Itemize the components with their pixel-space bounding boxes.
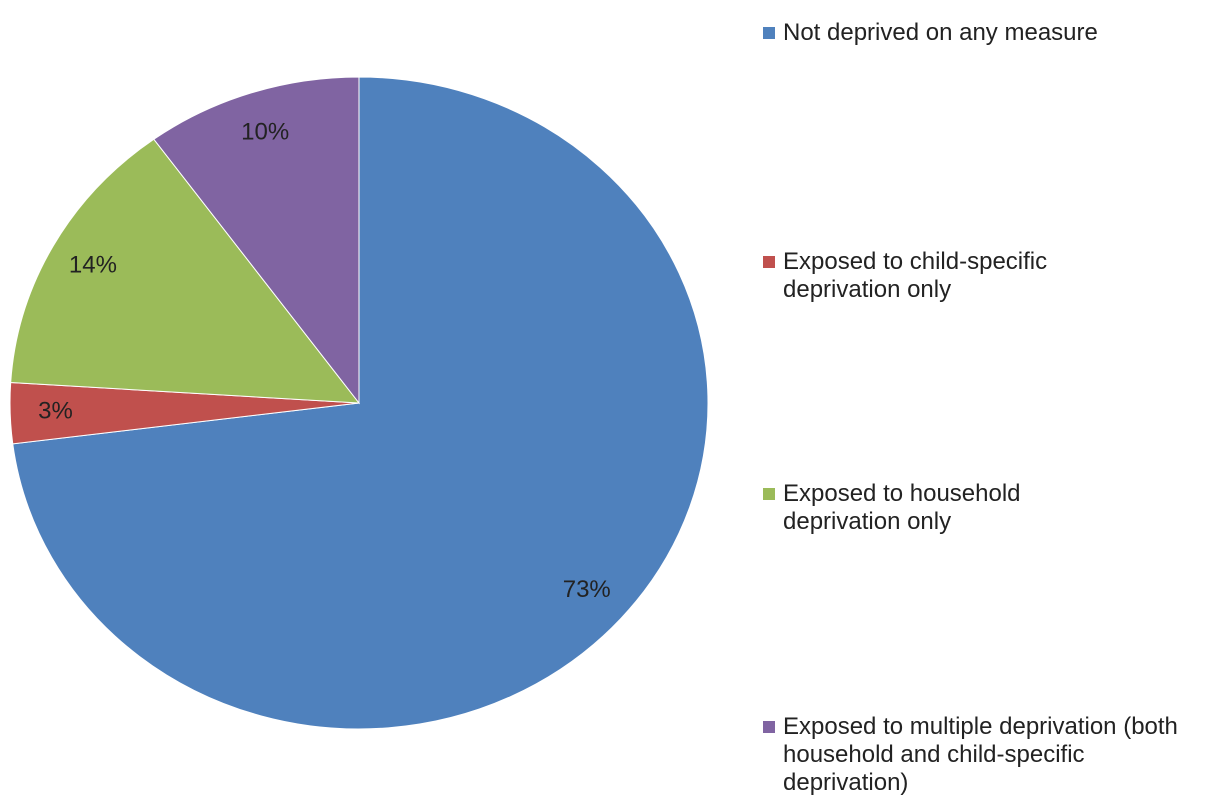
legend-label: Exposed to household deprivation only xyxy=(783,480,1021,535)
legend-swatch xyxy=(763,27,775,39)
legend-label: Exposed to multiple deprivation (both ho… xyxy=(783,713,1178,796)
pie-slice xyxy=(10,138,361,404)
data-label: 14% xyxy=(69,252,117,279)
legend-label: Exposed to child-specific deprivation on… xyxy=(783,248,1048,303)
legend-item: Exposed to child-specific deprivation on… xyxy=(763,248,1093,304)
data-label: 73% xyxy=(563,576,611,603)
legend-item: Exposed to multiple deprivation (both ho… xyxy=(763,713,1203,797)
legend-swatch xyxy=(763,721,775,733)
legend-swatch xyxy=(763,488,775,500)
legend-item: Not deprived on any measure xyxy=(763,19,1203,47)
legend-item: Exposed to household deprivation only xyxy=(763,480,1093,536)
legend-swatch xyxy=(763,256,775,268)
legend-label: Not deprived on any measure xyxy=(783,19,1098,46)
pie-slice xyxy=(153,76,360,405)
data-label: 3% xyxy=(38,397,73,424)
pie-slice xyxy=(12,76,709,730)
data-label: 10% xyxy=(241,119,289,146)
chart: 73% 3% 14% 10% xyxy=(9,76,709,730)
